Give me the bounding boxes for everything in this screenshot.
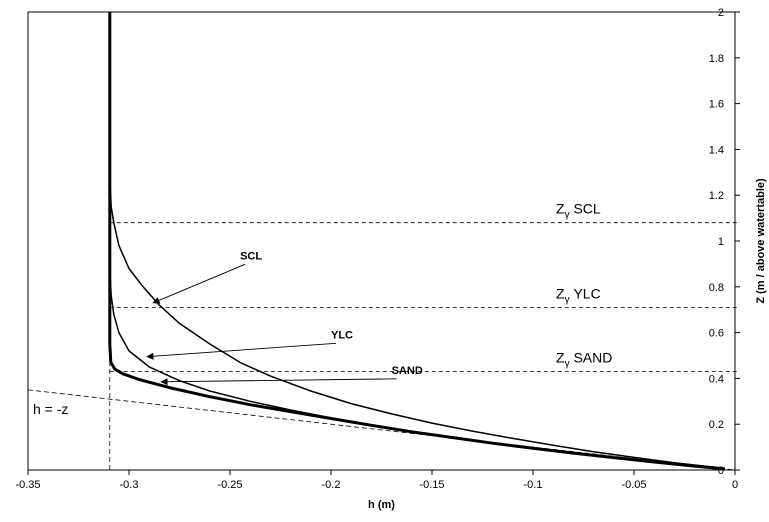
y-tick-label: 0.4 (709, 373, 724, 385)
x-tick-label: 0 (732, 479, 738, 491)
zgamma-level-label: Zγ SCL (556, 201, 601, 221)
series-line-sand (108, 12, 726, 471)
zgamma-level-label: Zγ YLC (556, 285, 601, 305)
y-tick-label: 0.6 (709, 328, 724, 340)
annotation-arrow-sand (160, 378, 397, 386)
y-tick-label: 2 (718, 7, 724, 19)
x-axis-label: h (m) (368, 499, 395, 511)
x-tick-label: -0.3 (120, 479, 139, 491)
annotation-arrow-scl (152, 263, 246, 304)
reference-lines: h = -z (27, 12, 736, 471)
y-tick-label: 1.2 (709, 190, 724, 202)
series-line-ylc (109, 12, 725, 470)
axes: -0.35 -0.3 -0.25 -0.2 -0.15 -0.1 -0.05 00 0.2 0.4… (15, 7, 740, 491)
zgamma-levels: Zγ SCL Zγ YLC Zγ SAND (109, 201, 740, 372)
series-group (108, 12, 726, 471)
plot-area-frame (27, 11, 736, 471)
annotation-arrow-ylc (146, 342, 337, 360)
y-tick-label: 1.4 (709, 144, 724, 156)
x-tick-label: -0.1 (524, 479, 543, 491)
h-equals-minus-z-label: h = -z (33, 401, 68, 417)
curve-label-ylc: YLC (331, 329, 353, 341)
y-tick-label: 1 (718, 236, 724, 248)
y-tick-label: 0.2 (709, 419, 724, 431)
x-tick-label: -0.35 (15, 479, 40, 491)
curve-label-sand: SAND (392, 365, 423, 377)
y-tick-label: 1.6 (709, 99, 724, 111)
y-tick-label: 0 (718, 465, 724, 477)
curve-label-scl: SCL (240, 250, 262, 262)
x-tick-label: -0.15 (419, 479, 444, 491)
zgamma-level-label: Zγ SAND (556, 350, 612, 370)
x-tick-label: -0.05 (621, 479, 646, 491)
y-tick-label: 1.8 (709, 53, 724, 65)
series-line-scl (109, 12, 725, 470)
y-tick-label: 0.8 (709, 282, 724, 294)
x-tick-label: -0.2 (322, 479, 341, 491)
y-axis-label: Z (m / above watertable) (755, 178, 767, 304)
annotations: SCL YLC SAND (146, 250, 423, 386)
axis-titles: h (m) Z (m / above watertable) (368, 178, 767, 511)
x-tick-label: -0.25 (217, 479, 242, 491)
